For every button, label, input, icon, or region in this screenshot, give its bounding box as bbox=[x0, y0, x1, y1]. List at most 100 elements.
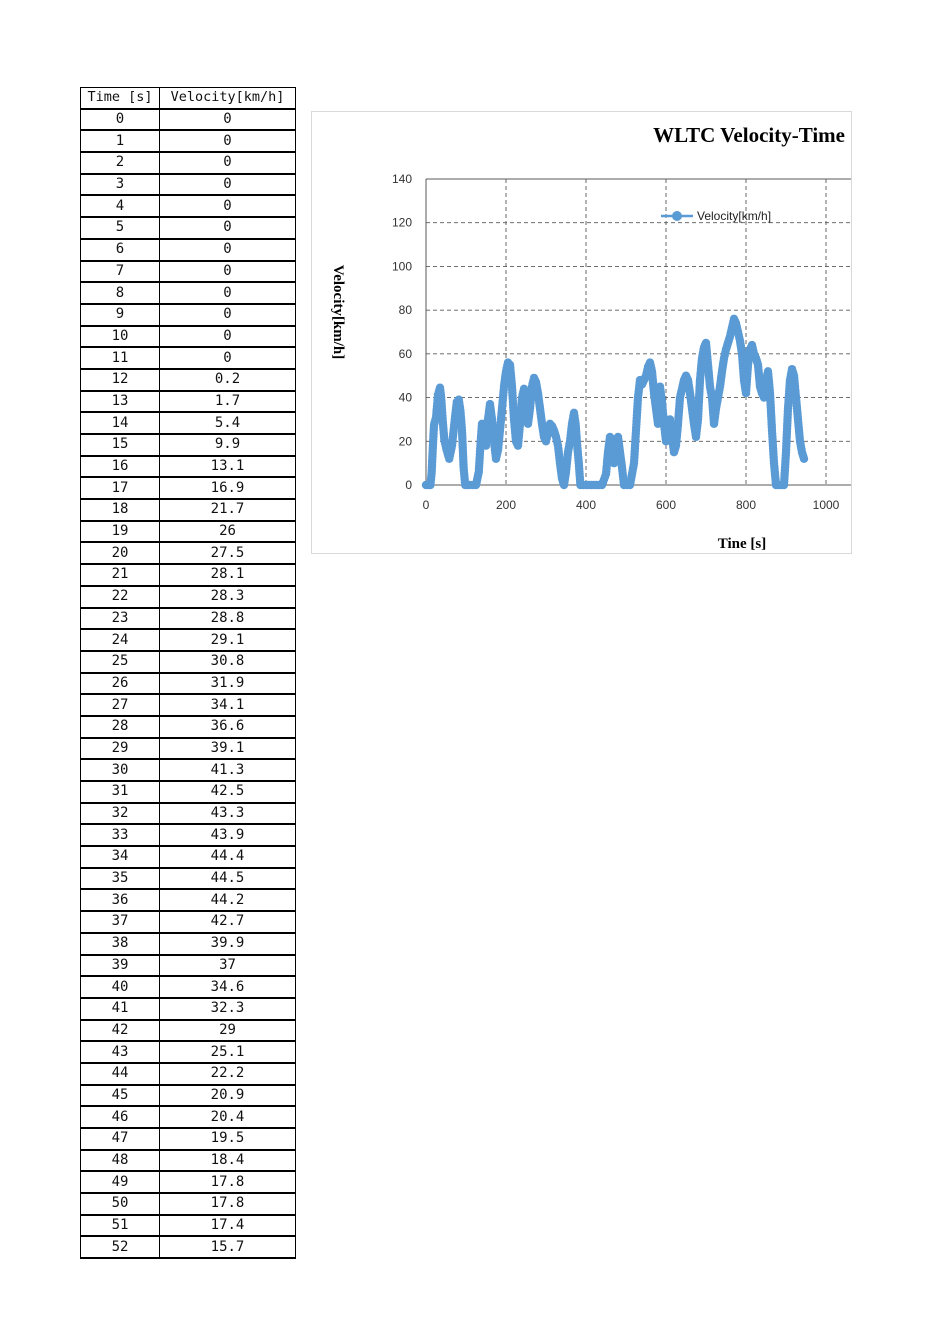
table-row: 15 9.9 bbox=[80, 433, 296, 457]
table-row: 29 39.1 bbox=[80, 737, 296, 761]
time-cell: 47 bbox=[80, 1127, 160, 1151]
legend: Velocity[km/h] bbox=[661, 209, 771, 223]
table-row: 30 41.3 bbox=[80, 758, 296, 782]
table-row: 16 13.1 bbox=[80, 455, 296, 479]
time-cell: 41 bbox=[80, 997, 160, 1021]
time-cell: 16 bbox=[80, 455, 160, 479]
table-row: 39 37 bbox=[80, 954, 296, 978]
time-cell: 7 bbox=[80, 260, 160, 284]
velocity-cell: 0 bbox=[159, 303, 296, 327]
table-row: 43 25.1 bbox=[80, 1040, 296, 1064]
velocity-cell: 37 bbox=[159, 954, 296, 978]
x-tick-label: 600 bbox=[656, 498, 676, 512]
velocity-cell: 31.9 bbox=[159, 672, 296, 696]
velocity-cell: 39.1 bbox=[159, 737, 296, 761]
y-tick-label: 100 bbox=[392, 259, 412, 273]
time-cell: 13 bbox=[80, 390, 160, 414]
time-cell: 18 bbox=[80, 498, 160, 522]
table-row: 10 0 bbox=[80, 325, 296, 349]
table-header-row: Time [s] Velocity[km/h] bbox=[80, 86, 296, 110]
velocity-cell: 0 bbox=[159, 281, 296, 305]
time-cell: 28 bbox=[80, 715, 160, 739]
x-tick-label: 1000 bbox=[813, 498, 840, 512]
velocity-cell: 34.1 bbox=[159, 693, 296, 717]
velocity-cell: 42.7 bbox=[159, 910, 296, 934]
velocity-cell: 5.4 bbox=[159, 411, 296, 435]
table-row: 13 1.7 bbox=[80, 390, 296, 414]
table-row: 28 36.6 bbox=[80, 715, 296, 739]
time-cell: 38 bbox=[80, 932, 160, 956]
velocity-cell: 28.8 bbox=[159, 607, 296, 631]
velocity-cell: 0 bbox=[159, 216, 296, 240]
velocity-cell: 1.7 bbox=[159, 390, 296, 414]
table-row: 26 31.9 bbox=[80, 672, 296, 696]
time-cell: 32 bbox=[80, 802, 160, 826]
y-tick-label: 40 bbox=[399, 391, 413, 405]
velocity-cell: 0.2 bbox=[159, 368, 296, 392]
time-cell: 8 bbox=[80, 281, 160, 305]
time-cell: 19 bbox=[80, 520, 160, 544]
time-cell: 34 bbox=[80, 845, 160, 869]
table-row: 34 44.4 bbox=[80, 845, 296, 869]
time-cell: 33 bbox=[80, 823, 160, 848]
velocity-cell: 0 bbox=[159, 108, 296, 132]
y-tick-label: 0 bbox=[405, 478, 412, 492]
table-body: 0 0 1 0 2 0 3 0 4 0 5 0 6 0 7 0 8 0 9 0 10 0 11 0 12 0.2 13 1.7 14 5.… bbox=[80, 108, 296, 1260]
time-cell: 39 bbox=[80, 954, 160, 978]
x-tick-label: 800 bbox=[736, 498, 756, 512]
time-cell: 46 bbox=[80, 1105, 160, 1129]
table-row: 35 44.5 bbox=[80, 867, 296, 891]
time-cell: 50 bbox=[80, 1192, 160, 1216]
velocity-cell: 22.2 bbox=[159, 1062, 296, 1086]
table-row: 17 16.9 bbox=[80, 476, 296, 501]
time-cell: 42 bbox=[80, 1019, 160, 1043]
time-cell: 24 bbox=[80, 628, 160, 652]
time-cell: 36 bbox=[80, 888, 160, 913]
table-row: 44 22.2 bbox=[80, 1062, 296, 1086]
table-row: 50 17.8 bbox=[80, 1192, 296, 1216]
velocity-cell: 28.3 bbox=[159, 585, 296, 609]
velocity-cell: 21.7 bbox=[159, 498, 296, 522]
velocity-cell: 20.4 bbox=[159, 1105, 296, 1129]
velocity-cell: 44.2 bbox=[159, 888, 296, 913]
velocity-cell: 34.6 bbox=[159, 975, 296, 999]
table-row: 33 43.9 bbox=[80, 823, 296, 848]
velocity-cell: 43.9 bbox=[159, 823, 296, 848]
table-row: 19 26 bbox=[80, 520, 296, 544]
table-row: 52 15.7 bbox=[80, 1235, 296, 1260]
time-cell: 0 bbox=[80, 108, 160, 132]
velocity-cell: 0 bbox=[159, 238, 296, 262]
velocity-cell: 17.8 bbox=[159, 1170, 296, 1195]
x-tick-label: 200 bbox=[496, 498, 516, 512]
table-row: 40 34.6 bbox=[80, 975, 296, 999]
x-tick-label: 0 bbox=[423, 498, 430, 512]
table-row: 22 28.3 bbox=[80, 585, 296, 609]
velocity-cell: 0 bbox=[159, 151, 296, 175]
velocity-cell: 9.9 bbox=[159, 433, 296, 457]
time-cell: 29 bbox=[80, 737, 160, 761]
velocity-cell: 29.1 bbox=[159, 628, 296, 652]
time-cell: 11 bbox=[80, 346, 160, 370]
table-row: 38 39.9 bbox=[80, 932, 296, 956]
time-cell: 30 bbox=[80, 758, 160, 782]
time-cell: 10 bbox=[80, 325, 160, 349]
table-row: 21 28.1 bbox=[80, 563, 296, 587]
time-cell: 35 bbox=[80, 867, 160, 891]
time-cell: 48 bbox=[80, 1149, 160, 1173]
velocity-cell: 13.1 bbox=[159, 455, 296, 479]
velocity-cell: 0 bbox=[159, 129, 296, 154]
time-cell: 12 bbox=[80, 368, 160, 392]
table-row: 25 30.8 bbox=[80, 650, 296, 674]
velocity-cell: 32.3 bbox=[159, 997, 296, 1021]
velocity-cell: 17.8 bbox=[159, 1192, 296, 1216]
velocity-cell: 26 bbox=[159, 520, 296, 544]
time-cell: 52 bbox=[80, 1235, 160, 1260]
y-axis-title: Velocity[km/h] bbox=[330, 265, 346, 359]
time-cell: 17 bbox=[80, 476, 160, 501]
time-cell: 26 bbox=[80, 672, 160, 696]
table-row: 37 42.7 bbox=[80, 910, 296, 934]
table-row: 47 19.5 bbox=[80, 1127, 296, 1151]
